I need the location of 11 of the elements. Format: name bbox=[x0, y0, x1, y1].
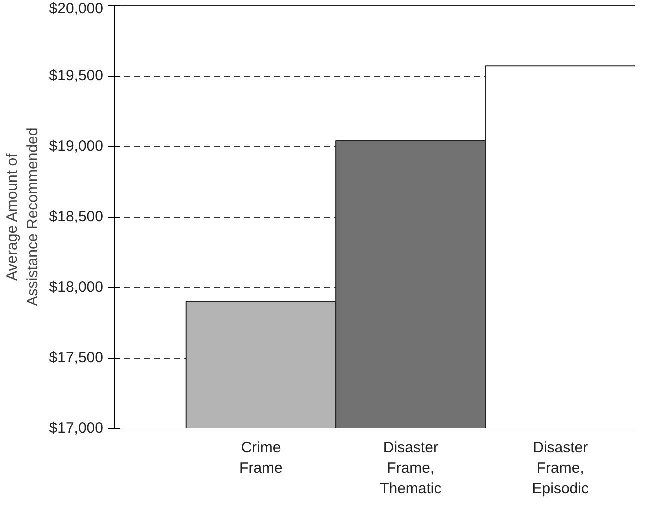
y-tick-label: $18,500 bbox=[49, 208, 104, 226]
y-tick-label: $19,000 bbox=[49, 138, 104, 155]
y-tick-label: $17,000 bbox=[49, 420, 104, 437]
y-tick-label: $20,000 bbox=[49, 0, 104, 18]
x-tick-label: Crime Frame bbox=[240, 440, 283, 477]
x-tick-label: Disaster Frame, Episodic bbox=[532, 440, 590, 498]
y-tick-label: $18,000 bbox=[49, 279, 104, 296]
y-tick-label: $19,500 bbox=[49, 68, 104, 84]
x-tick-label: Disaster Frame, Thematic bbox=[380, 440, 442, 498]
y-axis-title: Average Amount of Assistance Recommended bbox=[4, 128, 42, 306]
y-tick-label: $17,500 bbox=[49, 350, 104, 366]
